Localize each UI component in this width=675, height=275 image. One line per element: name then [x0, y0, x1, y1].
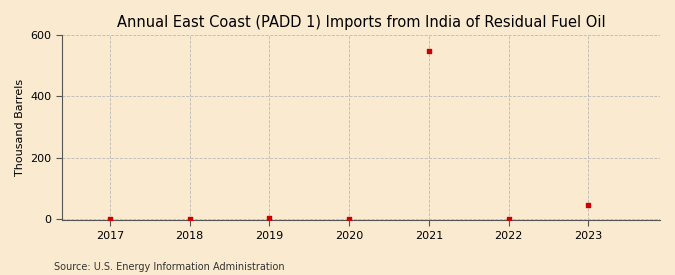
Point [264, 216, 275, 220]
Point [583, 203, 593, 207]
Point [503, 217, 514, 221]
Point [105, 217, 115, 221]
Y-axis label: Thousand Barrels: Thousand Barrels [15, 79, 25, 176]
Point [423, 49, 434, 53]
Text: Source: U.S. Energy Information Administration: Source: U.S. Energy Information Administ… [54, 262, 285, 272]
Point [344, 217, 354, 221]
Title: Annual East Coast (PADD 1) Imports from India of Residual Fuel Oil: Annual East Coast (PADD 1) Imports from … [117, 15, 605, 30]
Point [184, 217, 195, 221]
